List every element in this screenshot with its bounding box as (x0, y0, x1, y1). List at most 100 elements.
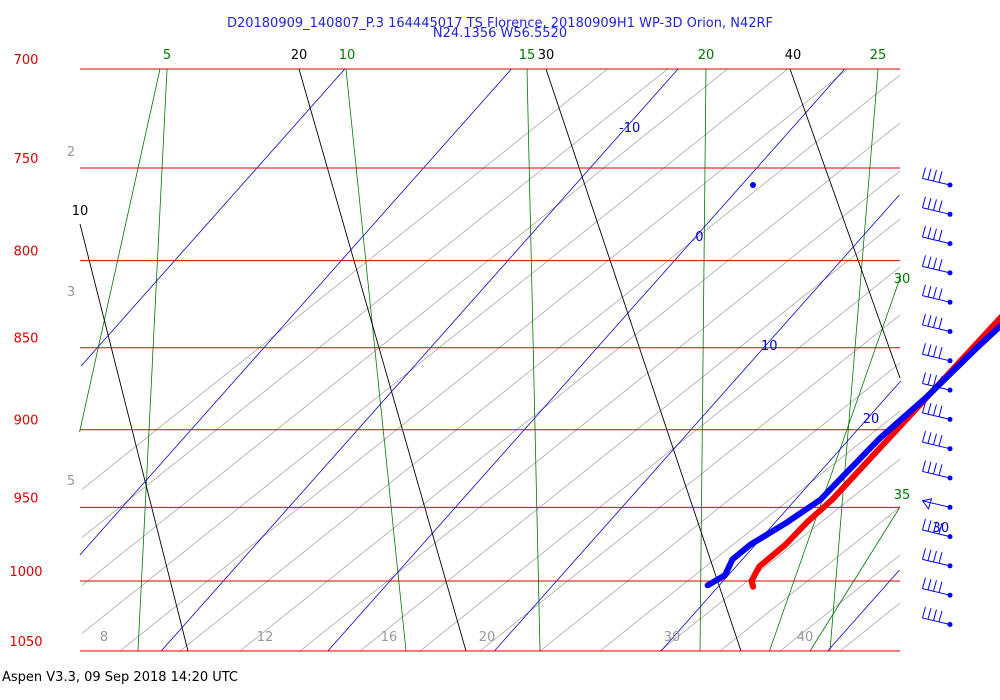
mixing-ratio-line (137, 68, 168, 652)
wind-barb-shaft (922, 500, 951, 508)
moist-adiabat-line (239, 122, 901, 652)
wind-barb-shaft (922, 470, 951, 479)
isotherm-line (660, 380, 902, 652)
mixing-ratio-label: 35 (894, 488, 911, 503)
wind-barb-feather (927, 344, 932, 356)
wind-barb-feather (932, 550, 937, 563)
wind-barb-pennant (921, 498, 933, 510)
wind-barb-feather (932, 580, 937, 592)
wind-barb-feather (932, 404, 937, 416)
wind-barb-feather (921, 255, 926, 267)
wind-barb-feather (932, 316, 937, 328)
dry-adiabat-label: 10 (72, 204, 89, 219)
wind-barb-feather (927, 197, 932, 210)
wind-barb-feather (938, 434, 943, 447)
wind-barb-feather (921, 225, 926, 238)
pressure-tick-label: 800 (14, 245, 39, 260)
wind-barb-feather (938, 200, 943, 212)
mixing-ratio-label: 5 (163, 48, 171, 63)
bottom-axis-label: 8 (100, 630, 108, 645)
wind-barb-feather (932, 609, 937, 621)
moist-adiabat-line (299, 170, 901, 652)
isotherm-label: -10 (619, 121, 640, 136)
dry-adiabat-line (298, 68, 467, 652)
moist-adiabat-label: 3 (67, 285, 75, 300)
wind-barb-feather (927, 403, 932, 415)
wind-barb-feather (932, 521, 937, 533)
bottom-axis-label: 16 (381, 630, 398, 645)
moist-adiabat-line (599, 410, 901, 652)
pressure-tick-label: 950 (14, 491, 39, 506)
mixing-ratio-label: 15 (519, 48, 536, 63)
wind-barb-feather (932, 257, 937, 270)
pressure-tick-label: 900 (14, 414, 39, 429)
wind-barb-shaft (922, 529, 951, 538)
bottom-axis-label: 40 (797, 630, 814, 645)
bottom-axis-label: 12 (257, 630, 274, 645)
moist-adiabat-line (119, 68, 848, 652)
mixing-ratio-label: 25 (870, 48, 887, 63)
wind-barb-shaft (922, 236, 951, 245)
isotherm-label: 20 (863, 412, 880, 427)
wind-barb-feather (938, 581, 943, 593)
moist-adiabat-label: 2 (67, 145, 75, 160)
isotherm-line (80, 68, 346, 367)
isotherm-label: 0 (695, 230, 703, 245)
moist-adiabat-line (82, 68, 668, 538)
moist-adiabat-line (839, 602, 901, 652)
wind-barb-feather (927, 168, 932, 180)
moist-adiabat-line (719, 506, 901, 652)
mixing-ratio-line (345, 68, 407, 652)
wind-barb-feather (938, 288, 943, 300)
footer-text: Aspen V3.3, 09 Sep 2018 14:20 UTC (2, 670, 239, 685)
wind-barb-shaft (922, 324, 951, 332)
wind-barb-shaft (922, 207, 951, 215)
dry-adiabat-label: 30 (538, 48, 555, 63)
wind-barb-feather (938, 259, 943, 271)
wind-barb-shaft (922, 383, 951, 391)
dry-adiabat-line (79, 223, 189, 652)
wind-barb-shaft (922, 617, 951, 625)
wind-barb-shaft (922, 441, 951, 450)
wind-barb-shaft (922, 353, 951, 362)
wind-barb-shaft (922, 265, 951, 274)
pressure-tick-label: 700 (14, 53, 39, 68)
mixing-ratio-line (769, 275, 902, 652)
wind-barb-feather (932, 462, 937, 475)
wind-barb-feather (927, 461, 932, 473)
dry-adiabat-label: 20 (291, 48, 308, 63)
pressure-tick-label: 1050 (9, 635, 42, 650)
wind-barb-feather (932, 228, 937, 240)
wind-barb-shaft (922, 295, 951, 303)
moist-adiabat-line (82, 68, 788, 634)
mixing-ratio-line (526, 68, 541, 652)
chart-title: D20180909_140807_P.3 164445017 TS Floren… (226, 16, 774, 31)
wind-barb-feather (921, 372, 926, 384)
wind-barb-feather (927, 549, 932, 561)
wind-barb-feather (921, 577, 926, 589)
wind-barb-feather (921, 284, 926, 296)
wind-barb-feather (927, 578, 932, 591)
wind-barb-shaft (922, 177, 951, 186)
wind-barb-feather (927, 285, 932, 298)
bottom-axis-label: 20 (479, 630, 496, 645)
mixing-ratio-line (829, 68, 879, 652)
isotherm-line (160, 68, 679, 652)
wind-barb-feather (921, 606, 926, 619)
wind-barb-feather (927, 227, 932, 239)
moist-adiabat-label: 5 (67, 474, 75, 489)
wind-barb-feather (938, 376, 943, 388)
wind-barb-feather (921, 196, 926, 208)
wind-barb-feather (927, 256, 932, 268)
wind-barb-feather (921, 401, 926, 413)
wind-barb-feather (921, 548, 926, 560)
moist-adiabat-line (479, 314, 901, 652)
isotherm-line (494, 194, 900, 652)
wind-barb-feather (938, 229, 943, 242)
wind-barb-feather (938, 552, 943, 564)
wind-barb-feather (927, 608, 932, 620)
mixing-ratio-label: 30 (894, 272, 911, 287)
wind-barb-shaft (922, 558, 951, 567)
wind-barb-shaft (922, 588, 951, 596)
moist-adiabat-line (179, 74, 901, 652)
